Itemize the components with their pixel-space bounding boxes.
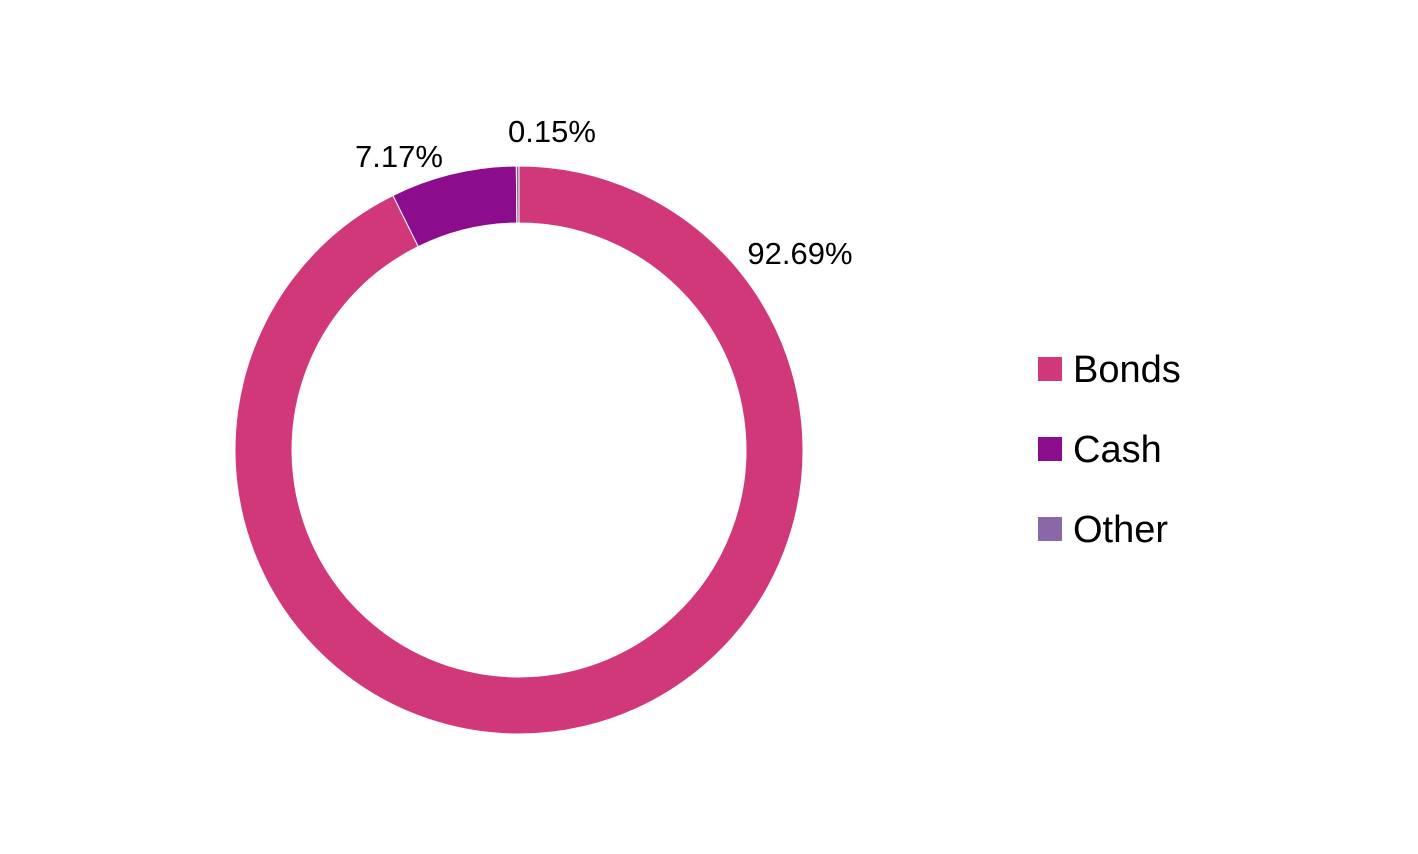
data-label-bonds: 92.69%: [747, 236, 852, 271]
data-labels: 92.69% 7.17% 0.15%: [355, 114, 853, 271]
legend-label-bonds: Bonds: [1073, 349, 1181, 391]
data-label-cash: 7.17%: [355, 139, 443, 174]
legend-swatch-bonds: [1038, 357, 1062, 381]
donut-slices: [234, 165, 804, 735]
slice-other: [515, 165, 520, 224]
legend-swatch-cash: [1038, 437, 1062, 461]
slice-bonds: [234, 165, 804, 735]
legend-label-cash: Cash: [1073, 429, 1162, 471]
legend: Bonds Cash Other: [1038, 349, 1181, 551]
legend-label-other: Other: [1073, 509, 1168, 551]
data-label-other: 0.15%: [508, 114, 596, 149]
legend-swatch-other: [1038, 517, 1062, 541]
